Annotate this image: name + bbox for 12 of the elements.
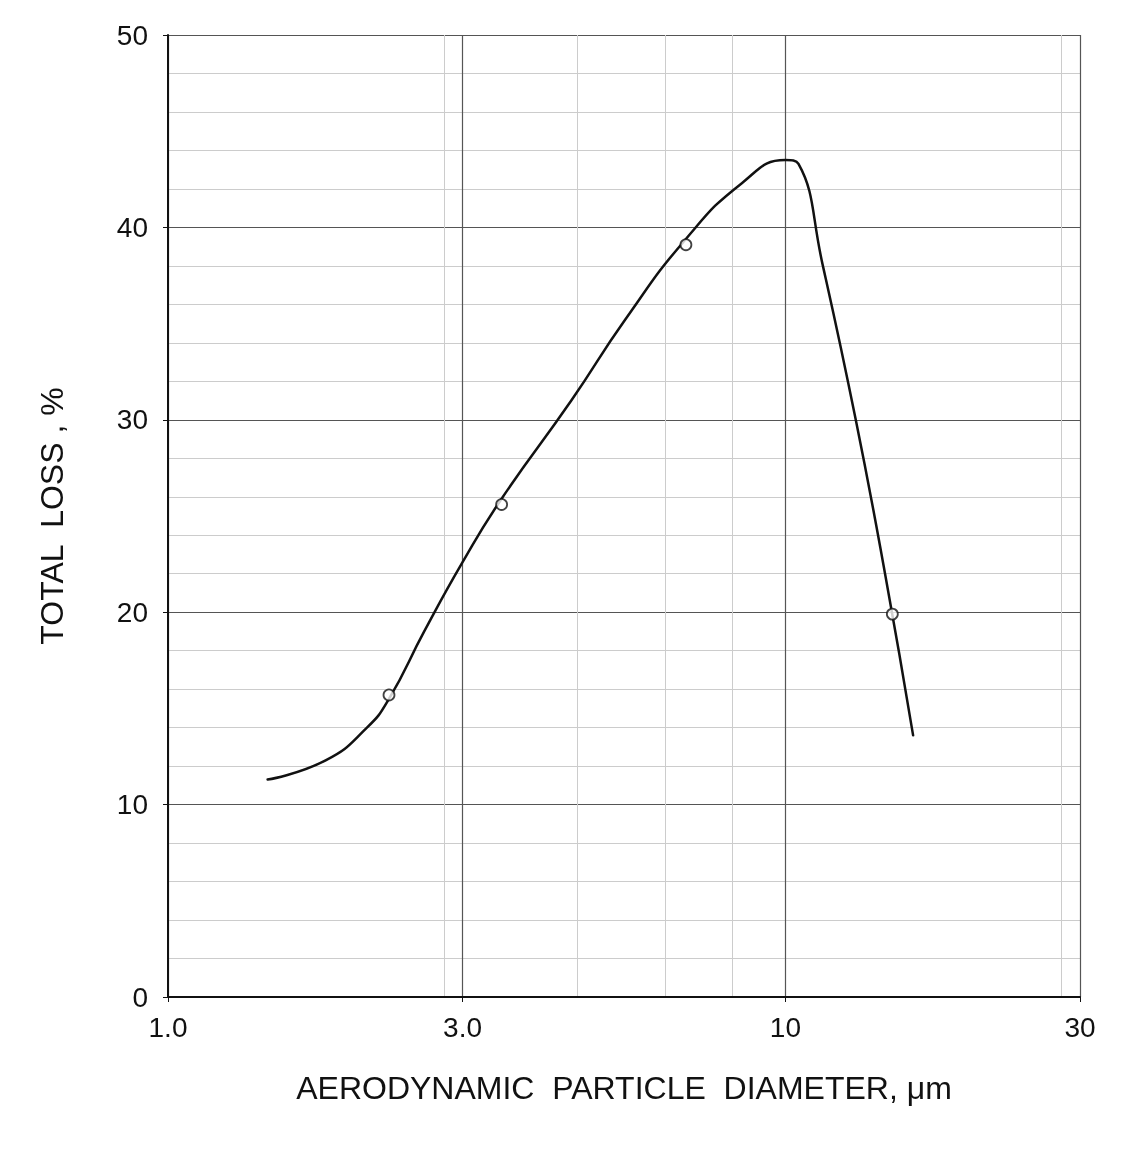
y-tick-label: 20 xyxy=(116,596,148,628)
x-tick-label: 10 xyxy=(769,1011,801,1043)
y-axis-title: TOTAL LOSS , % xyxy=(34,387,70,645)
x-tick-label: 3.0 xyxy=(443,1011,483,1043)
y-tick-label: 30 xyxy=(116,404,148,436)
y-tick-label: 50 xyxy=(116,19,148,51)
x-tick-label: 30 xyxy=(1064,1011,1096,1043)
x-tick-label: 1.0 xyxy=(148,1011,188,1043)
x-axis-title: AERODYNAMIC PARTICLE DIAMETER, μm xyxy=(296,1070,952,1106)
y-tick-label: 40 xyxy=(116,211,148,243)
y-tick-label: 0 xyxy=(132,981,148,1013)
y-tick-label: 10 xyxy=(116,789,148,821)
